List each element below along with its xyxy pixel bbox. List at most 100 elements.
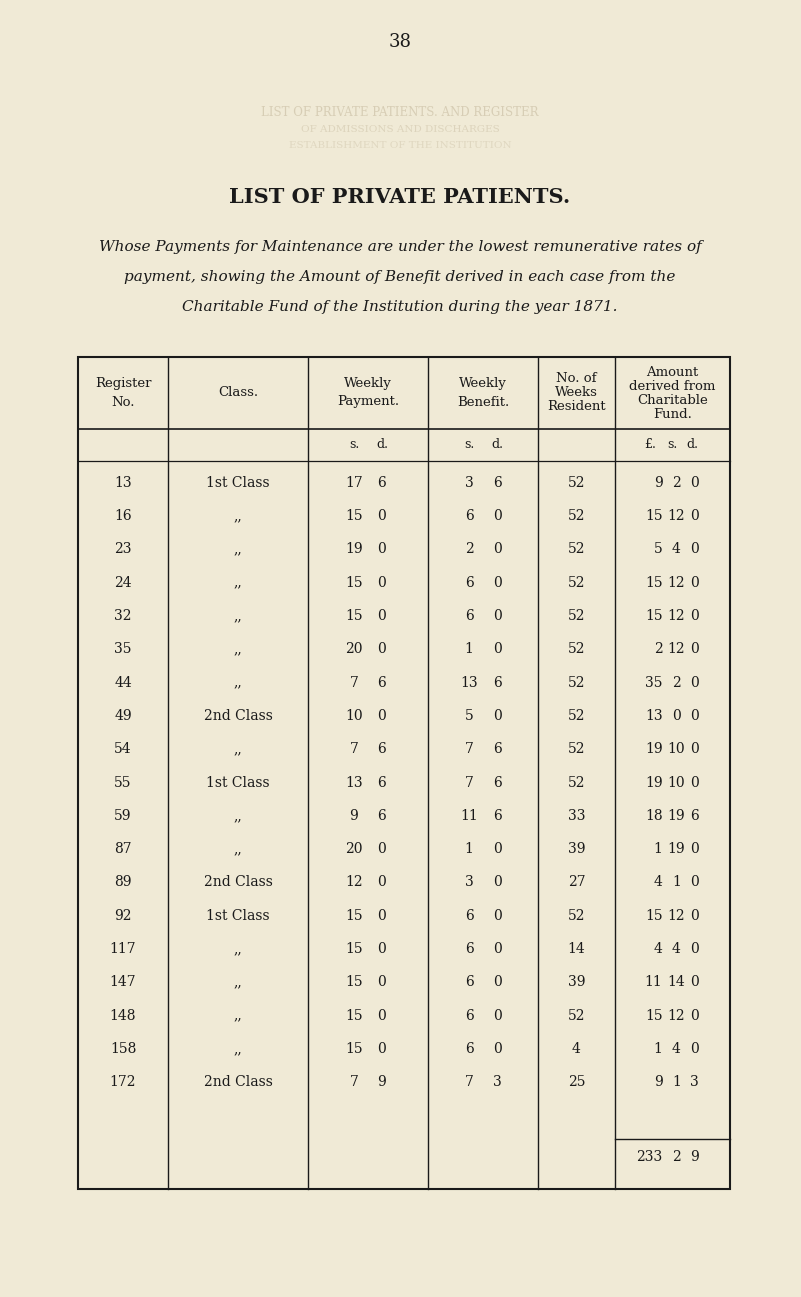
Text: 13: 13: [115, 476, 132, 490]
Text: 10: 10: [668, 776, 686, 790]
Text: 13: 13: [461, 676, 478, 690]
Text: 0: 0: [690, 975, 699, 990]
Text: 10: 10: [345, 709, 363, 722]
Text: 52: 52: [568, 1009, 586, 1023]
Text: 12: 12: [668, 608, 686, 623]
Text: 0: 0: [493, 975, 501, 990]
Text: 0: 0: [493, 709, 501, 722]
Text: s.: s.: [464, 438, 474, 451]
Text: Weekly: Weekly: [459, 377, 507, 390]
Text: 1: 1: [672, 875, 681, 890]
Text: 6: 6: [465, 909, 473, 922]
Text: 35: 35: [115, 642, 131, 656]
Text: 15: 15: [345, 909, 363, 922]
Text: 2: 2: [654, 642, 662, 656]
Text: 6: 6: [465, 1041, 473, 1056]
Text: 0: 0: [377, 1041, 386, 1056]
Text: 55: 55: [115, 776, 131, 790]
Text: 89: 89: [115, 875, 131, 890]
Text: OF ADMISSIONS AND DISCHARGES: OF ADMISSIONS AND DISCHARGES: [300, 125, 499, 134]
Text: 1: 1: [654, 842, 662, 856]
Text: 0: 0: [690, 542, 699, 556]
Text: 6: 6: [465, 508, 473, 523]
Text: 52: 52: [568, 542, 586, 556]
Text: 2nd Class: 2nd Class: [203, 709, 272, 722]
Text: 6: 6: [493, 676, 501, 690]
Text: 6: 6: [465, 975, 473, 990]
Text: 4: 4: [654, 875, 662, 890]
Text: ,,: ,,: [234, 676, 243, 690]
Text: 0: 0: [690, 909, 699, 922]
Text: Whose Payments for Maintenance are under the lowest remunerative rates of: Whose Payments for Maintenance are under…: [99, 240, 702, 254]
Text: 0: 0: [493, 942, 501, 956]
Text: 11: 11: [645, 975, 662, 990]
Text: 5: 5: [465, 709, 473, 722]
Text: 1: 1: [672, 1075, 681, 1089]
Text: Charitable Fund of the Institution during the year 1871.: Charitable Fund of the Institution durin…: [183, 300, 618, 314]
Text: 20: 20: [345, 842, 363, 856]
Text: 2: 2: [672, 476, 681, 490]
Text: 0: 0: [493, 508, 501, 523]
Text: 148: 148: [110, 1009, 136, 1023]
Text: 15: 15: [345, 1041, 363, 1056]
Text: 0: 0: [377, 1009, 386, 1023]
Text: 6: 6: [465, 1009, 473, 1023]
Text: Charitable: Charitable: [637, 393, 708, 406]
Text: 0: 0: [690, 508, 699, 523]
Text: 0: 0: [377, 576, 386, 590]
Text: 4: 4: [672, 1041, 681, 1056]
Text: 33: 33: [568, 809, 586, 822]
Text: Amount: Amount: [646, 366, 698, 379]
Text: derived from: derived from: [630, 380, 715, 393]
Text: 16: 16: [115, 508, 132, 523]
Text: 7: 7: [465, 776, 473, 790]
Text: 0: 0: [377, 875, 386, 890]
Text: 15: 15: [645, 576, 662, 590]
Text: 15: 15: [345, 608, 363, 623]
Text: 12: 12: [668, 1009, 686, 1023]
Text: 0: 0: [493, 1041, 501, 1056]
Text: 2: 2: [465, 542, 473, 556]
Text: Class.: Class.: [218, 387, 258, 399]
Text: ESTABLISHMENT OF THE INSTITUTION: ESTABLISHMENT OF THE INSTITUTION: [288, 140, 511, 149]
Text: 32: 32: [115, 608, 131, 623]
Text: 52: 52: [568, 676, 586, 690]
Text: d.: d.: [686, 438, 698, 451]
Text: 19: 19: [645, 742, 662, 756]
Text: 4: 4: [654, 942, 662, 956]
Text: 7: 7: [349, 1075, 358, 1089]
Text: 9: 9: [654, 1075, 662, 1089]
Text: 59: 59: [115, 809, 131, 822]
Text: 6: 6: [690, 809, 699, 822]
Text: LIST OF PRIVATE PATIENTS. AND REGISTER: LIST OF PRIVATE PATIENTS. AND REGISTER: [261, 105, 539, 118]
Text: Weeks: Weeks: [555, 387, 598, 399]
Text: 7: 7: [349, 676, 358, 690]
Text: 1: 1: [465, 842, 473, 856]
Text: 44: 44: [114, 676, 132, 690]
Text: 15: 15: [645, 909, 662, 922]
Text: 6: 6: [377, 676, 386, 690]
Text: 52: 52: [568, 608, 586, 623]
Text: 52: 52: [568, 642, 586, 656]
Text: 19: 19: [668, 809, 686, 822]
Text: ,,: ,,: [234, 642, 243, 656]
Text: 12: 12: [668, 642, 686, 656]
Text: 3: 3: [465, 875, 473, 890]
Text: 92: 92: [115, 909, 131, 922]
Text: ,,: ,,: [234, 1009, 243, 1023]
Text: 6: 6: [465, 608, 473, 623]
Text: 4: 4: [672, 942, 681, 956]
Text: 54: 54: [115, 742, 132, 756]
Text: 14: 14: [667, 975, 686, 990]
Text: 12: 12: [668, 576, 686, 590]
Text: ,,: ,,: [234, 542, 243, 556]
Text: 0: 0: [690, 842, 699, 856]
Text: 12: 12: [668, 508, 686, 523]
Text: 9: 9: [377, 1075, 386, 1089]
Text: 0: 0: [493, 576, 501, 590]
Text: 0: 0: [377, 975, 386, 990]
Text: Resident: Resident: [547, 401, 606, 414]
Text: Register: Register: [95, 377, 151, 390]
Text: 7: 7: [465, 1075, 473, 1089]
Text: 3: 3: [465, 476, 473, 490]
